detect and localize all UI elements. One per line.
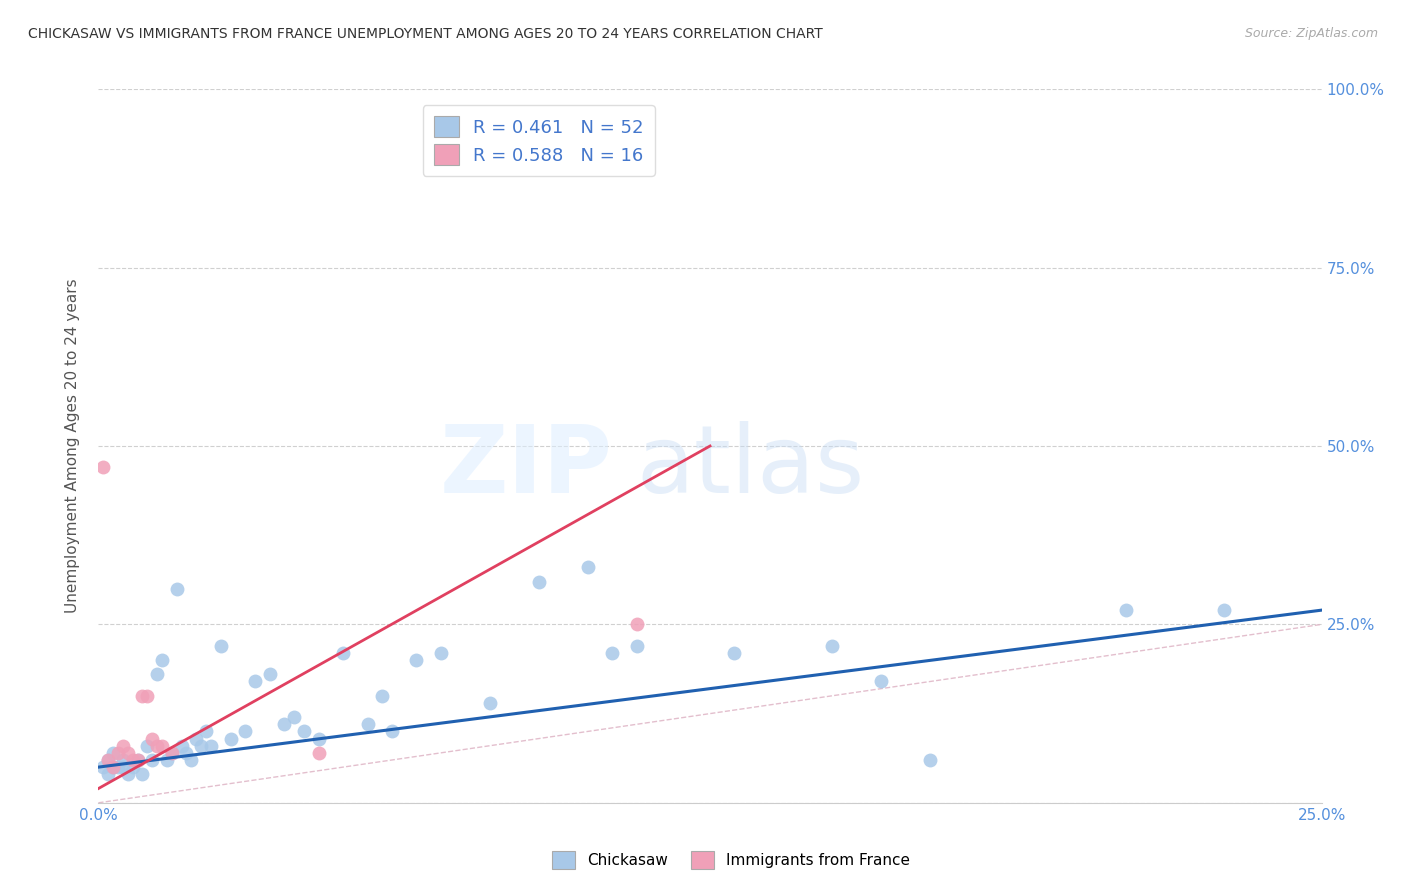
Point — [117, 767, 139, 781]
Point — [233, 724, 256, 739]
Y-axis label: Unemployment Among Ages 20 to 24 years: Unemployment Among Ages 20 to 24 years — [65, 278, 80, 614]
Point — [371, 689, 394, 703]
Point — [920, 753, 942, 767]
Point — [430, 646, 453, 660]
Point — [180, 753, 202, 767]
Point — [308, 746, 330, 760]
Point — [1115, 603, 1137, 617]
Point — [273, 717, 295, 731]
Legend: Chickasaw, Immigrants from France: Chickasaw, Immigrants from France — [546, 845, 917, 875]
Point — [156, 753, 179, 767]
Point — [150, 653, 173, 667]
Point — [626, 639, 648, 653]
Point — [723, 646, 745, 660]
Legend: R = 0.461   N = 52, R = 0.588   N = 16: R = 0.461 N = 52, R = 0.588 N = 16 — [423, 105, 655, 176]
Point — [219, 731, 242, 746]
Point — [101, 760, 124, 774]
Point — [821, 639, 844, 653]
Point — [405, 653, 427, 667]
Point — [243, 674, 266, 689]
Point — [356, 717, 378, 731]
Point — [127, 753, 149, 767]
Point — [131, 689, 153, 703]
Text: Source: ZipAtlas.com: Source: ZipAtlas.com — [1244, 27, 1378, 40]
Point — [308, 731, 330, 746]
Point — [127, 753, 149, 767]
Point — [141, 731, 163, 746]
Point — [176, 746, 198, 760]
Point — [160, 746, 183, 760]
Point — [91, 760, 114, 774]
Point — [136, 739, 159, 753]
Point — [283, 710, 305, 724]
Point — [195, 724, 218, 739]
Point — [160, 746, 183, 760]
Point — [190, 739, 212, 753]
Text: atlas: atlas — [637, 421, 865, 514]
Text: ZIP: ZIP — [439, 421, 612, 514]
Point — [141, 753, 163, 767]
Point — [626, 617, 648, 632]
Text: CHICKASAW VS IMMIGRANTS FROM FRANCE UNEMPLOYMENT AMONG AGES 20 TO 24 YEARS CORRE: CHICKASAW VS IMMIGRANTS FROM FRANCE UNEM… — [28, 27, 823, 41]
Point — [209, 639, 232, 653]
Point — [111, 739, 134, 753]
Point — [170, 739, 193, 753]
Point — [107, 760, 129, 774]
Point — [121, 760, 143, 774]
Point — [117, 746, 139, 760]
Point — [97, 767, 120, 781]
Point — [1212, 603, 1234, 617]
Point — [136, 689, 159, 703]
Point — [111, 760, 134, 774]
Point — [121, 753, 143, 767]
Point — [146, 667, 169, 681]
Point — [478, 696, 501, 710]
Point — [600, 646, 623, 660]
Point — [97, 753, 120, 767]
Point — [332, 646, 354, 660]
Point — [101, 760, 124, 774]
Point — [131, 767, 153, 781]
Point — [259, 667, 281, 681]
Point — [576, 560, 599, 574]
Point — [381, 724, 404, 739]
Point — [146, 739, 169, 753]
Point — [107, 746, 129, 760]
Point — [870, 674, 893, 689]
Point — [200, 739, 222, 753]
Point — [186, 731, 208, 746]
Point — [166, 582, 188, 596]
Point — [111, 753, 134, 767]
Point — [292, 724, 315, 739]
Point — [101, 746, 124, 760]
Point — [97, 753, 120, 767]
Point — [527, 574, 550, 589]
Point — [91, 460, 114, 475]
Point — [150, 739, 173, 753]
